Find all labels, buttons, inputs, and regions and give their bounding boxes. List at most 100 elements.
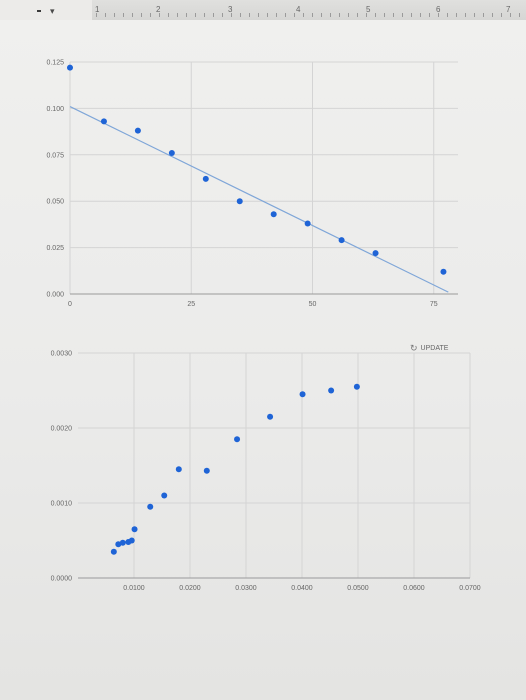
ruler-tick (519, 13, 520, 17)
data-point[interactable] (299, 391, 306, 398)
indent-marker-icon[interactable]: ▾ (50, 6, 55, 16)
ruler-tick (105, 13, 106, 17)
data-point[interactable] (161, 492, 168, 499)
x-tick-label: 75 (430, 301, 438, 308)
data-point[interactable] (353, 383, 360, 390)
data-point[interactable] (304, 220, 311, 227)
ruler-tick (231, 13, 232, 17)
data-point[interactable] (270, 211, 277, 218)
data-point[interactable] (203, 467, 210, 474)
ruler-tick (465, 13, 466, 17)
ruler-number: 4 (296, 5, 301, 14)
x-tick-label: 0.0300 (235, 585, 257, 592)
x-tick-label: 50 (309, 301, 317, 308)
x-tick-label: 0.0400 (291, 585, 313, 592)
x-tick-label: 0.0600 (403, 585, 425, 592)
ruler-tick (285, 13, 286, 17)
update-button[interactable]: ↻ UPDATE (406, 341, 452, 355)
y-tick-label: 0.0000 (51, 576, 73, 583)
ruler-tick (348, 13, 349, 17)
x-tick-label: 0 (68, 301, 72, 308)
data-point[interactable] (67, 64, 73, 71)
ruler-tick (213, 13, 214, 17)
update-button-label: UPDATE (420, 344, 449, 352)
data-point[interactable] (134, 127, 141, 134)
ruler-tick (240, 13, 241, 17)
trendline (69, 106, 449, 293)
ruler-tick (501, 13, 502, 17)
x-tick-label: 0.0700 (459, 585, 481, 592)
data-point[interactable] (128, 537, 135, 544)
data-point[interactable] (110, 548, 117, 555)
ruler-tick (159, 13, 160, 17)
ruler-tick (429, 13, 430, 17)
ruler-tick (402, 13, 403, 17)
scatter-chart-1: 0.000 0.025 0.050 0.075 0.100 0.125 0 25 50 75 (46, 60, 458, 308)
ruler-tick (438, 13, 439, 17)
ruler-tick (267, 13, 268, 17)
refresh-icon: ↻ (410, 342, 418, 353)
ruler-number: 7 (506, 5, 511, 14)
data-point[interactable] (440, 268, 447, 275)
ruler-margin (0, 0, 92, 20)
ruler-tick (456, 13, 457, 17)
ruler: ▾ 1 2 3 4 5 6 7 (0, 0, 526, 20)
ruler-tick (195, 13, 196, 17)
y-tick-label: 0.025 (46, 245, 64, 252)
data-point[interactable] (236, 198, 243, 205)
y-tick-label: 0.075 (46, 152, 64, 159)
ruler-tick (177, 13, 178, 17)
ruler-tick (294, 13, 295, 17)
ruler-number: 2 (156, 5, 161, 14)
y-tick-label: 0.125 (46, 60, 64, 67)
data-point[interactable] (175, 466, 182, 473)
ruler-tick (474, 13, 475, 17)
ruler-tick (321, 13, 322, 17)
data-point[interactable] (338, 237, 345, 244)
data-point[interactable] (234, 436, 241, 443)
ruler-number: 5 (366, 5, 371, 14)
y-tick-label: 0.0010 (51, 501, 73, 508)
ruler-tick (204, 13, 205, 17)
ruler-tick (393, 13, 394, 17)
ruler-number: 1 (95, 5, 100, 14)
ruler-tick (366, 13, 367, 17)
data-point[interactable] (119, 539, 126, 546)
ruler-number: 3 (228, 5, 233, 14)
x-tick-label: 0.0200 (179, 585, 201, 592)
ruler-tick (222, 13, 223, 17)
data-point[interactable] (100, 118, 107, 125)
data-point[interactable] (328, 387, 335, 394)
data-point[interactable] (147, 503, 154, 510)
ruler-tick (384, 13, 385, 17)
ruler-tick (339, 13, 340, 17)
data-point[interactable] (267, 413, 274, 420)
y-tick-label: 0.0020 (51, 426, 73, 433)
data-point[interactable] (131, 526, 138, 533)
ruler-tick (312, 13, 313, 17)
y-tick-label: 0.050 (46, 199, 64, 206)
ruler-tick (492, 13, 493, 17)
ruler-tick (258, 13, 259, 17)
ruler-tick (510, 13, 511, 17)
scatter-chart-2: 0.0000 0.0010 0.0020 0.0030 0.0100 0.0200 0.03… (51, 351, 481, 593)
ruler-tick (96, 13, 97, 17)
ruler-tick (132, 13, 133, 17)
ruler-tick (447, 13, 448, 17)
y-tick-label: 0.0030 (51, 351, 73, 358)
data-point[interactable] (168, 149, 175, 156)
ruler-tick (114, 13, 115, 17)
ruler-tick (483, 13, 484, 17)
ruler-tick (123, 13, 124, 17)
ruler-tick (357, 13, 358, 17)
ruler-tick (411, 13, 412, 17)
ruler-tick (186, 13, 187, 17)
y-tick-label: 0.100 (46, 106, 64, 113)
data-point[interactable] (202, 175, 209, 182)
ruler-indent-bar[interactable] (37, 10, 41, 12)
ruler-tick (276, 13, 277, 17)
ruler-tick (330, 13, 331, 17)
data-point[interactable] (372, 250, 379, 257)
x-tick-label: 0.0100 (123, 585, 145, 592)
